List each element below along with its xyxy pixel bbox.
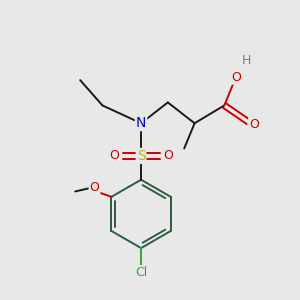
Text: O: O: [249, 118, 259, 131]
Text: H: H: [242, 54, 251, 67]
Text: S: S: [137, 149, 146, 163]
Text: O: O: [231, 71, 241, 84]
Text: O: O: [163, 149, 173, 162]
Text: O: O: [90, 181, 100, 194]
Text: N: N: [136, 116, 146, 130]
Text: Cl: Cl: [135, 266, 147, 279]
Text: O: O: [110, 149, 119, 162]
